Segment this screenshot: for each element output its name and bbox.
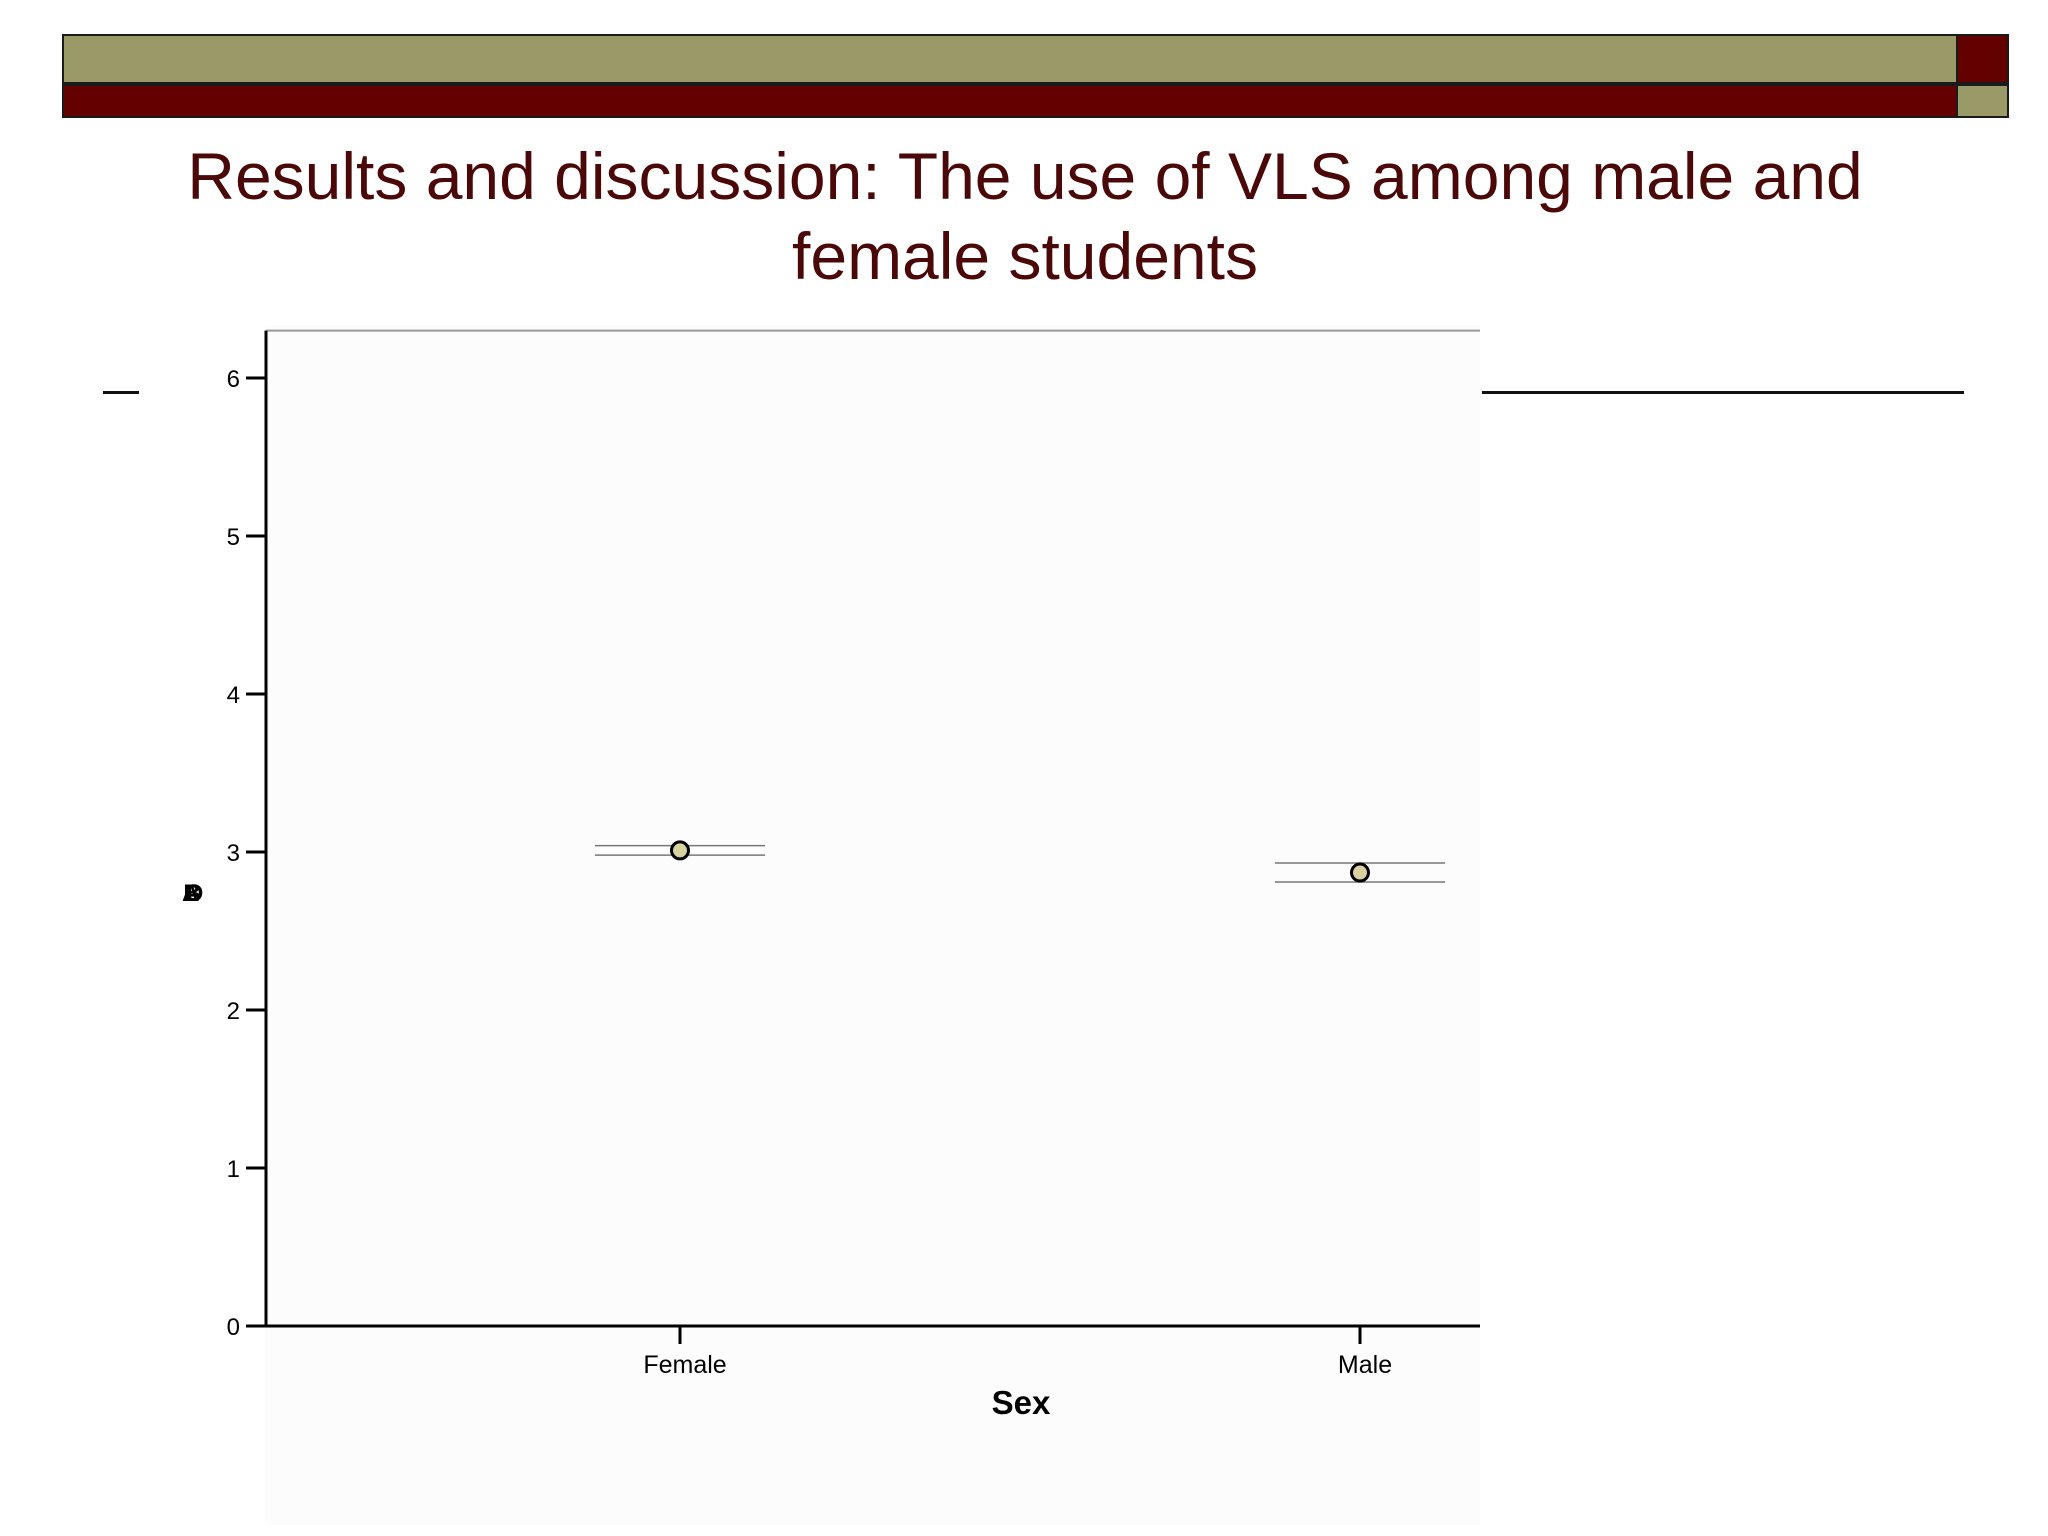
header-olive-square bbox=[1956, 84, 2009, 118]
data-point-male bbox=[1350, 862, 1370, 883]
y-tick-label-2: 2 bbox=[227, 998, 240, 1025]
x-tick-label-female: Female bbox=[643, 1351, 726, 1379]
header-maroon-square bbox=[1956, 34, 2009, 84]
data-point-female bbox=[670, 840, 690, 861]
y-tick-label-6: 6 bbox=[227, 366, 240, 393]
title-rule-right bbox=[1482, 391, 1964, 394]
slide-title: Results and discussion: The use of VLS a… bbox=[100, 136, 1950, 296]
title-rule-left bbox=[103, 391, 139, 394]
y-axis-title-fragment: ABCD bbox=[182, 880, 203, 907]
x-axis-title: Sex bbox=[992, 1384, 1051, 1421]
y-tick-label-3: 3 bbox=[227, 840, 240, 867]
slide-title-line1: Results and discussion: The use of VLS a… bbox=[187, 139, 1863, 213]
slide-title-line2: female students bbox=[792, 219, 1258, 293]
y-tick-label-1: 1 bbox=[227, 1156, 240, 1183]
header-olive-bar bbox=[62, 34, 1958, 84]
header-maroon-bar bbox=[62, 84, 1958, 118]
y-tick-label-0: 0 bbox=[227, 1314, 240, 1341]
x-tick-label-male: Male bbox=[1338, 1351, 1392, 1379]
y-tick-label-5: 5 bbox=[227, 524, 240, 551]
y-tick-label-4: 4 bbox=[227, 682, 240, 709]
